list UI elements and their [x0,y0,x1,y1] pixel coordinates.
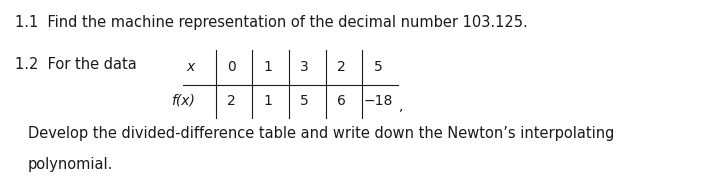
Text: −18: −18 [364,94,392,108]
Text: 5: 5 [300,94,309,108]
Text: x: x [186,60,194,74]
Text: 1.1  Find the machine representation of the decimal number 103.125.: 1.1 Find the machine representation of t… [14,15,528,30]
Text: Develop the divided-difference table and write down the Newton’s interpolating: Develop the divided-difference table and… [28,126,614,141]
Text: 0: 0 [227,60,235,74]
Text: f(x): f(x) [171,94,194,108]
Text: 2: 2 [227,94,235,108]
Text: 2: 2 [337,60,346,74]
Text: 1.2  For the data: 1.2 For the data [14,57,137,72]
Text: 1: 1 [264,94,272,108]
Text: 3: 3 [300,60,309,74]
Text: 6: 6 [337,94,346,108]
Text: ,: , [400,99,404,113]
Text: 5: 5 [374,60,382,74]
Text: polynomial.: polynomial. [28,157,114,172]
Text: 1: 1 [264,60,272,74]
